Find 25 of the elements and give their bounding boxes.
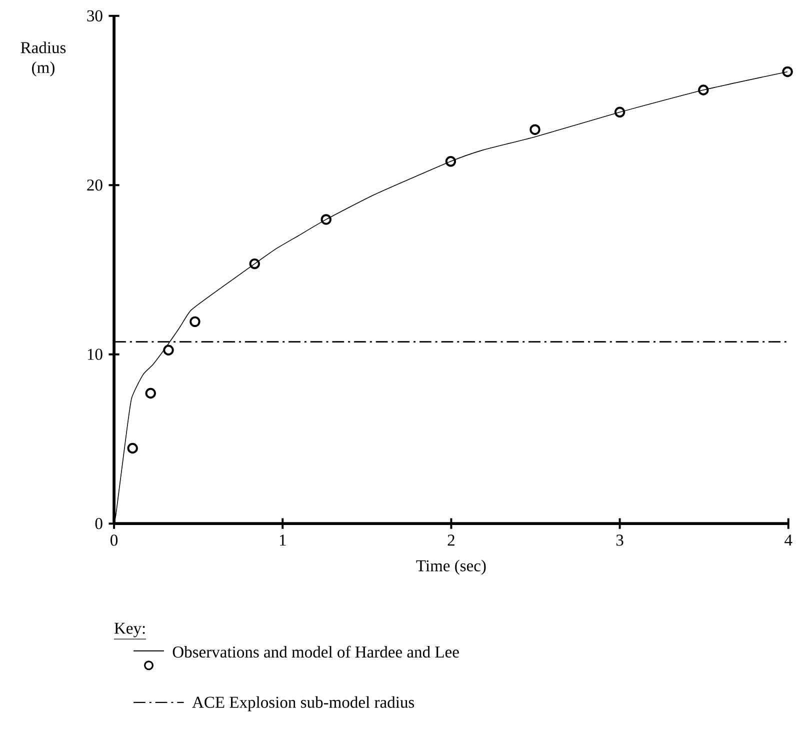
point: [782, 66, 793, 78]
point: [698, 84, 709, 96]
point: [163, 344, 174, 356]
point: [249, 258, 260, 270]
legend-title: Key:: [114, 622, 145, 638]
x-tick-label: 4: [784, 534, 792, 546]
y-axis-title: Radius (m): [20, 42, 66, 76]
x-tick-label: 2: [448, 534, 454, 546]
x-axis-title: Time (sec): [416, 560, 486, 575]
point: [530, 124, 540, 136]
y-tick-label: 30: [87, 10, 102, 22]
point: [320, 214, 332, 225]
x-tick-label: 1: [280, 534, 286, 546]
point: [445, 156, 456, 167]
point: [127, 442, 138, 454]
y-tick-label: 0: [95, 518, 102, 530]
point: [145, 388, 156, 399]
y-tick-label: 10: [88, 348, 102, 360]
legend-label: ACE Explosion sub-model radius: [192, 696, 414, 712]
x-tick-label: 3: [616, 534, 624, 546]
point: [614, 106, 626, 118]
x-tick-label: 0: [110, 534, 118, 546]
y-tick-label: 20: [87, 180, 102, 191]
point: [190, 316, 200, 328]
legend-label: Observations and model of Hardee and Lee: [172, 646, 459, 658]
